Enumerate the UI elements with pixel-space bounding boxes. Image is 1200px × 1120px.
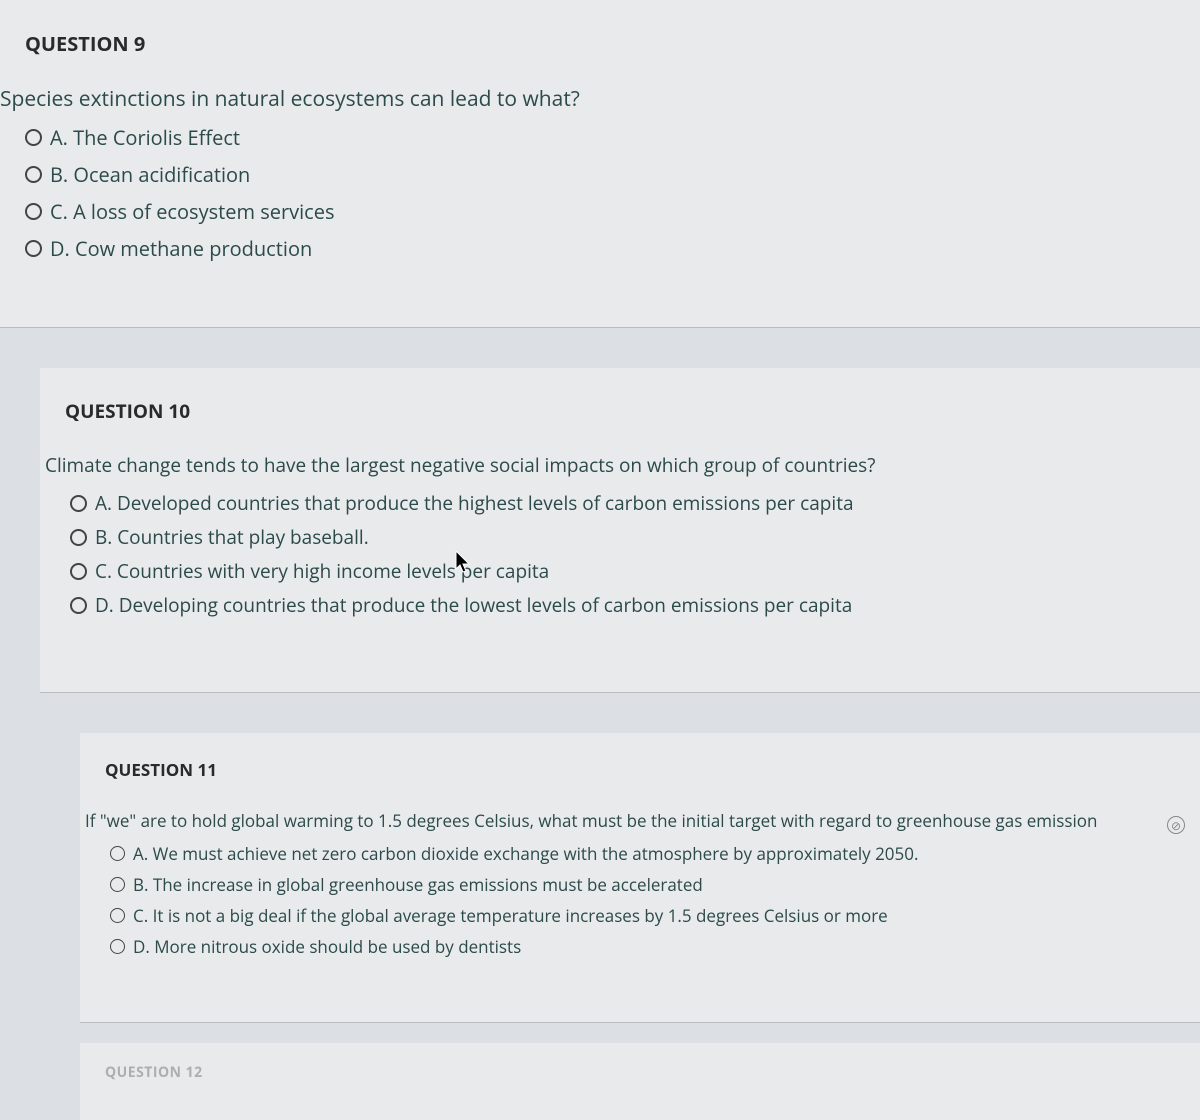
question-block-9: QUESTION 9 Species extinctions in natura… — [0, 0, 1200, 328]
radio-button[interactable] — [25, 166, 42, 183]
option-label[interactable]: C. It is not a big deal if the global av… — [133, 904, 888, 927]
radio-button[interactable] — [70, 529, 87, 546]
question-block-11: QUESTION 11 If "we" are to hold global w… — [80, 733, 1200, 1023]
option-row[interactable]: A. We must achieve net zero carbon dioxi… — [85, 838, 1200, 869]
option-label[interactable]: D. Cow methane production — [50, 235, 312, 262]
options-list: A. The Coriolis Effect B. Ocean acidific… — [0, 119, 1200, 267]
options-list: A. We must achieve net zero carbon dioxi… — [85, 838, 1200, 962]
option-label[interactable]: C. Countries with very high income level… — [95, 558, 549, 584]
option-label[interactable]: A. We must achieve net zero carbon dioxi… — [133, 842, 918, 865]
question-title: QUESTION 9 — [0, 30, 1200, 85]
radio-button[interactable] — [70, 597, 87, 614]
radio-button[interactable] — [70, 563, 87, 580]
option-label[interactable]: D. Developing countries that produce the… — [95, 592, 852, 618]
hint-icon[interactable]: ⊘ — [1167, 816, 1185, 834]
option-row[interactable]: C. A loss of ecosystem services — [0, 193, 1200, 230]
option-label[interactable]: B. The increase in global greenhouse gas… — [133, 873, 703, 896]
radio-button[interactable] — [25, 203, 42, 220]
option-row[interactable]: B. Ocean acidification — [0, 156, 1200, 193]
option-label[interactable]: A. Developed countries that produce the … — [95, 490, 854, 516]
option-row[interactable]: B. The increase in global greenhouse gas… — [85, 869, 1200, 900]
option-row[interactable]: A. Developed countries that produce the … — [45, 486, 1200, 520]
option-row[interactable]: D. Cow methane production — [0, 230, 1200, 267]
option-label[interactable]: B. Ocean acidification — [50, 161, 250, 188]
option-row[interactable]: C. Countries with very high income level… — [45, 554, 1200, 588]
question-title: QUESTION 10 — [40, 398, 1200, 452]
question-text: Climate change tends to have the largest… — [45, 452, 1200, 486]
options-list: A. Developed countries that produce the … — [45, 486, 1200, 622]
radio-button[interactable] — [70, 495, 87, 512]
radio-button[interactable] — [110, 846, 125, 861]
option-row[interactable]: B. Countries that play baseball. — [45, 520, 1200, 554]
option-row[interactable]: C. It is not a big deal if the global av… — [85, 900, 1200, 931]
question-text: If "we" are to hold global warming to 1.… — [85, 809, 1200, 838]
radio-button[interactable] — [110, 939, 125, 954]
option-label[interactable]: B. Countries that play baseball. — [95, 524, 369, 550]
option-row[interactable]: A. The Coriolis Effect — [0, 119, 1200, 156]
option-row[interactable]: D. More nitrous oxide should be used by … — [85, 931, 1200, 962]
radio-button[interactable] — [25, 240, 42, 257]
radio-button[interactable] — [110, 908, 125, 923]
option-label[interactable]: D. More nitrous oxide should be used by … — [133, 935, 521, 958]
option-label[interactable]: A. The Coriolis Effect — [50, 124, 240, 151]
question-block-10: QUESTION 10 Climate change tends to have… — [40, 368, 1200, 693]
question-title: QUESTION 11 — [80, 758, 1200, 809]
radio-button[interactable] — [110, 877, 125, 892]
question-text: Species extinctions in natural ecosystem… — [0, 85, 1200, 119]
question-block-12: QUESTION 12 — [80, 1043, 1200, 1120]
question-title: QUESTION 12 — [80, 1063, 1200, 1110]
option-label[interactable]: C. A loss of ecosystem services — [50, 198, 335, 225]
radio-button[interactable] — [25, 129, 42, 146]
option-row[interactable]: D. Developing countries that produce the… — [45, 588, 1200, 622]
